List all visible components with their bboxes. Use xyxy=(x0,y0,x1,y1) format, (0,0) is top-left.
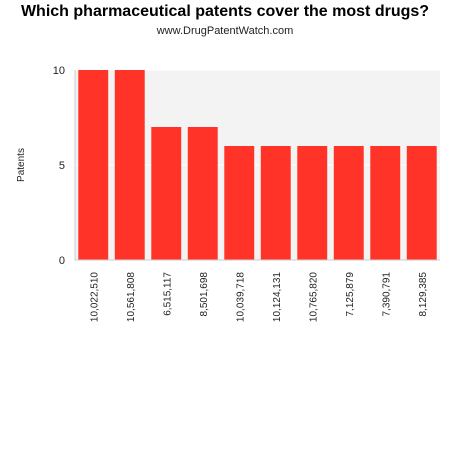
bar-1 xyxy=(114,70,145,260)
chart-subtitle: www.DrugPatentWatch.com xyxy=(156,25,294,37)
x-tick-label-7: 7,125,879 xyxy=(345,272,356,317)
x-tick-label-4: 10,039,718 xyxy=(235,272,246,322)
x-tick-label-5: 10,124,131 xyxy=(272,272,283,322)
y-tick-labels: 0 5 10 xyxy=(53,65,65,267)
x-tick-label-3: 8,501,698 xyxy=(199,272,210,317)
bar-9 xyxy=(406,146,437,260)
bar-4 xyxy=(224,146,255,260)
chart-title: Which pharmaceutical patents cover the m… xyxy=(20,3,430,20)
y-tick-label-2: 10 xyxy=(53,65,65,77)
x-tick-label-1: 10,561,808 xyxy=(126,272,137,322)
x-tick-label-0: 10,022,510 xyxy=(89,272,100,322)
bar-6 xyxy=(297,146,328,260)
bar-7 xyxy=(333,146,364,260)
y-axis-label: Patents xyxy=(16,148,27,182)
x-tick-label-6: 10,765,820 xyxy=(308,272,319,322)
x-tick-label-9: 8,129,385 xyxy=(418,272,429,317)
x-tick-label-8: 7,390,791 xyxy=(381,272,392,317)
bar-8 xyxy=(370,146,401,260)
bar-2 xyxy=(151,127,182,260)
x-tick-label-2: 6,515,117 xyxy=(162,272,173,316)
bar-0 xyxy=(78,70,109,260)
bar-5 xyxy=(260,146,291,260)
bars xyxy=(78,70,437,260)
axes xyxy=(74,70,440,261)
x-tick-labels: 10,022,510 10,561,808 6,515,117 8,501,698 10… xyxy=(89,272,429,322)
y-tick-label-0: 0 xyxy=(59,255,65,267)
y-tick-label-1: 5 xyxy=(59,160,65,172)
bar-3 xyxy=(187,127,218,260)
